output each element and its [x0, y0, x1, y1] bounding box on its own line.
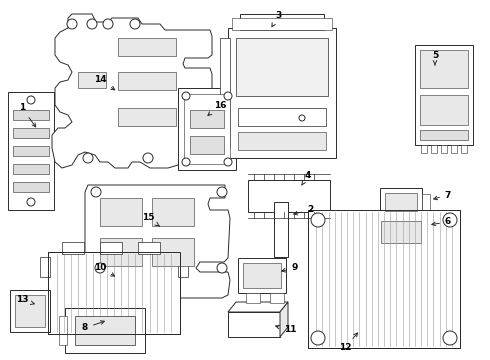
Bar — [118, 72, 176, 90]
Bar — [238, 132, 326, 150]
Circle shape — [95, 263, 105, 273]
Bar — [100, 238, 142, 266]
Bar — [8, 92, 54, 210]
Bar — [380, 188, 422, 216]
Bar — [420, 50, 468, 88]
Bar — [100, 242, 122, 254]
Bar — [13, 110, 49, 120]
Bar — [178, 257, 188, 277]
Text: 4: 4 — [302, 171, 311, 185]
Bar — [10, 290, 50, 332]
Bar — [421, 145, 427, 153]
Polygon shape — [52, 14, 212, 168]
Circle shape — [67, 19, 77, 29]
Bar — [152, 198, 194, 226]
Bar — [232, 18, 332, 30]
Text: 10: 10 — [94, 264, 115, 276]
Circle shape — [182, 92, 190, 100]
Circle shape — [311, 331, 325, 345]
Bar — [65, 308, 145, 353]
Circle shape — [143, 153, 153, 163]
Circle shape — [87, 19, 97, 29]
Bar — [178, 88, 236, 170]
Text: 15: 15 — [142, 213, 159, 226]
Bar — [461, 145, 467, 153]
Bar — [78, 72, 106, 88]
Polygon shape — [228, 302, 288, 312]
Circle shape — [443, 331, 457, 345]
Text: 3: 3 — [272, 12, 281, 27]
Circle shape — [217, 187, 227, 197]
Bar — [40, 257, 50, 277]
Text: 5: 5 — [432, 50, 438, 65]
Bar — [451, 145, 457, 153]
Circle shape — [224, 158, 232, 166]
Bar — [190, 110, 224, 128]
Bar — [238, 108, 326, 126]
Circle shape — [103, 19, 113, 29]
Bar — [75, 316, 135, 345]
Bar — [420, 130, 468, 140]
Circle shape — [182, 158, 190, 166]
Circle shape — [83, 153, 93, 163]
Bar — [48, 252, 180, 334]
Text: 1: 1 — [19, 104, 36, 127]
Bar — [152, 238, 194, 266]
Circle shape — [299, 115, 305, 121]
Text: 16: 16 — [208, 100, 226, 116]
Bar — [13, 128, 49, 138]
Bar — [118, 108, 176, 126]
Text: 2: 2 — [294, 206, 313, 215]
Bar — [308, 210, 460, 348]
Bar — [62, 242, 84, 254]
Bar — [228, 312, 280, 337]
Text: 14: 14 — [94, 76, 115, 90]
Bar — [13, 182, 49, 192]
Bar — [100, 198, 142, 226]
Bar — [431, 145, 437, 153]
Text: 13: 13 — [16, 296, 34, 305]
Bar — [48, 252, 180, 334]
Bar — [220, 38, 230, 148]
Bar — [13, 164, 49, 174]
Bar — [246, 293, 260, 303]
Bar — [375, 215, 427, 249]
Bar — [248, 180, 330, 212]
Circle shape — [443, 213, 457, 227]
Text: 9: 9 — [282, 264, 298, 273]
Circle shape — [130, 19, 140, 29]
Text: 6: 6 — [432, 217, 451, 226]
Bar — [381, 221, 421, 243]
Text: 12: 12 — [339, 333, 358, 352]
Bar — [270, 293, 284, 303]
Bar — [118, 38, 176, 56]
Bar — [441, 145, 447, 153]
Bar — [420, 95, 468, 125]
Bar — [15, 295, 45, 327]
Text: 8: 8 — [82, 321, 104, 333]
Bar — [415, 45, 473, 145]
Bar — [138, 242, 160, 254]
Circle shape — [217, 263, 227, 273]
Bar — [274, 202, 288, 257]
Bar — [243, 263, 281, 288]
Polygon shape — [280, 302, 288, 337]
Polygon shape — [85, 185, 230, 298]
Bar — [13, 146, 49, 156]
Bar — [308, 210, 460, 348]
Bar — [190, 136, 224, 154]
Bar — [184, 94, 230, 164]
Circle shape — [224, 92, 232, 100]
Bar — [236, 38, 328, 96]
Bar — [228, 28, 336, 158]
Text: 7: 7 — [434, 190, 451, 200]
Circle shape — [311, 213, 325, 227]
Bar — [422, 194, 430, 210]
Text: 11: 11 — [276, 325, 296, 334]
Bar — [240, 14, 324, 30]
Bar — [385, 193, 417, 211]
Bar — [59, 316, 67, 345]
Circle shape — [91, 187, 101, 197]
Bar — [238, 258, 286, 293]
